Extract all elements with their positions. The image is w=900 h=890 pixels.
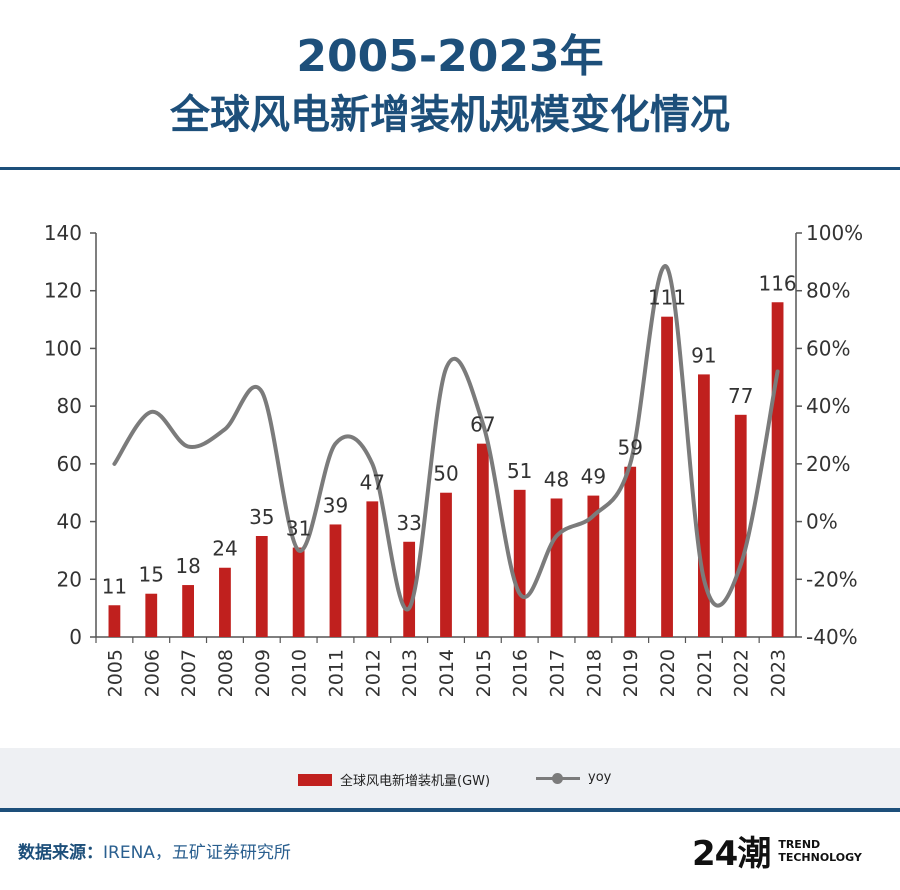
brand-line-1: TREND	[778, 837, 821, 851]
right-tick-label: 0%	[806, 510, 838, 534]
brand-text: TREND TECHNOLOGY	[778, 838, 862, 864]
x-tick-label: 2008	[215, 649, 237, 697]
bar-label-2014: 50	[433, 462, 458, 486]
bar-2015	[476, 443, 489, 637]
data-source: 数据来源：IRENA，五矿证券研究所	[18, 838, 291, 863]
x-tick-label: 2019	[620, 649, 642, 697]
x-tick-label: 2020	[657, 649, 679, 697]
x-tick-label: 2016	[510, 649, 532, 697]
legend-bar-swatch	[298, 773, 332, 786]
bar-2011	[329, 524, 342, 637]
x-tick-label: 2009	[252, 649, 274, 697]
bar-2006	[145, 593, 158, 637]
bar-label-2023: 116	[758, 271, 796, 295]
left-tick-label: 0	[69, 625, 82, 649]
bar-label-2006: 15	[139, 563, 164, 587]
bar-2007	[182, 585, 194, 637]
bottom-divider	[0, 808, 900, 812]
right-tick-label: 40%	[806, 394, 850, 418]
right-tick-label: 60%	[806, 336, 850, 360]
bar-2009	[255, 536, 268, 637]
right-tick-label: 80%	[806, 279, 850, 303]
bar-2005	[108, 605, 121, 637]
x-tick-label: 2006	[141, 649, 163, 697]
bar-2013	[403, 541, 416, 637]
left-tick-label: 120	[44, 279, 82, 303]
bar-label-2016: 51	[507, 459, 532, 483]
legend-band	[0, 748, 900, 808]
x-tick-label: 2014	[436, 649, 458, 697]
bar-label-2011: 39	[323, 493, 348, 517]
brand-line-2: TECHNOLOGY	[778, 850, 862, 864]
chart-title: 2005-2023年 全球风电新增装机规模变化情况	[0, 28, 900, 144]
x-tick-label: 2013	[399, 649, 421, 697]
x-tick-label: 2023	[768, 649, 790, 697]
right-tick-label: -20%	[806, 567, 858, 591]
x-tick-label: 2015	[473, 649, 495, 697]
bar-2018	[587, 495, 600, 637]
bar-label-2020: 111	[648, 286, 686, 310]
bar-2019	[624, 466, 637, 637]
bar-label-2008: 24	[212, 537, 237, 561]
brand-mark: 24潮	[692, 834, 771, 874]
bar-2017	[550, 498, 563, 637]
bar-label-2021: 91	[691, 343, 716, 367]
legend-bar-label: 全球风电新增装机量(GW)	[340, 774, 491, 789]
bar-label-2009: 35	[249, 505, 274, 529]
bar-2010	[292, 547, 305, 637]
title-line-1: 2005-2023年	[296, 31, 604, 82]
bar-label-2022: 77	[728, 384, 753, 408]
bar-2016	[513, 489, 526, 637]
right-tick-label: 20%	[806, 452, 850, 476]
bar-2021	[698, 374, 710, 637]
bar-2008	[219, 567, 231, 637]
source-text: IRENA，五矿证券研究所	[103, 843, 291, 863]
x-tick-label: 2022	[731, 649, 753, 697]
top-divider	[0, 167, 900, 170]
x-tick-label: 2005	[104, 649, 126, 697]
left-tick-label: 20	[57, 567, 82, 591]
legend-line-label: yoy	[588, 770, 612, 785]
x-tick-label: 2017	[547, 649, 569, 697]
left-tick-label: 40	[57, 510, 82, 534]
x-tick-label: 2010	[289, 649, 311, 697]
bar-2014	[440, 492, 452, 637]
bar-label-2018: 49	[581, 465, 606, 489]
legend-item-bar: 全球风电新增装机量(GW)	[298, 770, 490, 789]
bar-label-2017: 48	[544, 467, 569, 491]
right-tick-label: -40%	[806, 625, 858, 649]
bar-2012	[366, 501, 379, 637]
right-tick-label: 100%	[806, 221, 863, 245]
title-line-2: 全球风电新增装机规模变化情况	[170, 92, 730, 138]
bar-2020	[661, 316, 673, 637]
x-tick-label: 2011	[325, 649, 347, 697]
bar-label-2005: 11	[102, 574, 127, 598]
x-tick-label: 2021	[694, 649, 716, 697]
chart-area: 0 20 40 60 80 100 120 140 -40% -20% 0% 20% 40% 60% 80%…	[0, 205, 900, 745]
bar-label-2013: 33	[396, 511, 421, 535]
bar-label-2019: 59	[617, 436, 642, 460]
legend-line-swatch	[536, 772, 580, 784]
left-tick-label: 100	[44, 336, 82, 360]
bar-label-2010: 31	[286, 517, 311, 541]
legend-item-line: yoy	[536, 770, 611, 785]
left-tick-label: 60	[57, 452, 82, 476]
source-label: 数据来源：	[18, 843, 103, 863]
bar-2022	[734, 414, 747, 637]
x-tick-label: 2012	[362, 649, 384, 697]
brand-logo: 24潮 TREND TECHNOLOGY	[692, 826, 862, 875]
left-tick-label: 140	[44, 221, 82, 245]
x-tick-label: 2018	[583, 649, 605, 697]
bar-label-2012: 47	[360, 470, 385, 494]
x-tick-label: 2007	[178, 649, 200, 697]
bar-2023	[771, 302, 784, 637]
bar-label-2015: 67	[470, 413, 495, 437]
bar-label-2007: 18	[175, 554, 200, 578]
combo-chart: 0 20 40 60 80 100 120 140 -40% -20% 0% 20% 40% 60% 80%…	[44, 221, 863, 697]
left-tick-label: 80	[57, 394, 82, 418]
yoy-line	[112, 264, 780, 612]
